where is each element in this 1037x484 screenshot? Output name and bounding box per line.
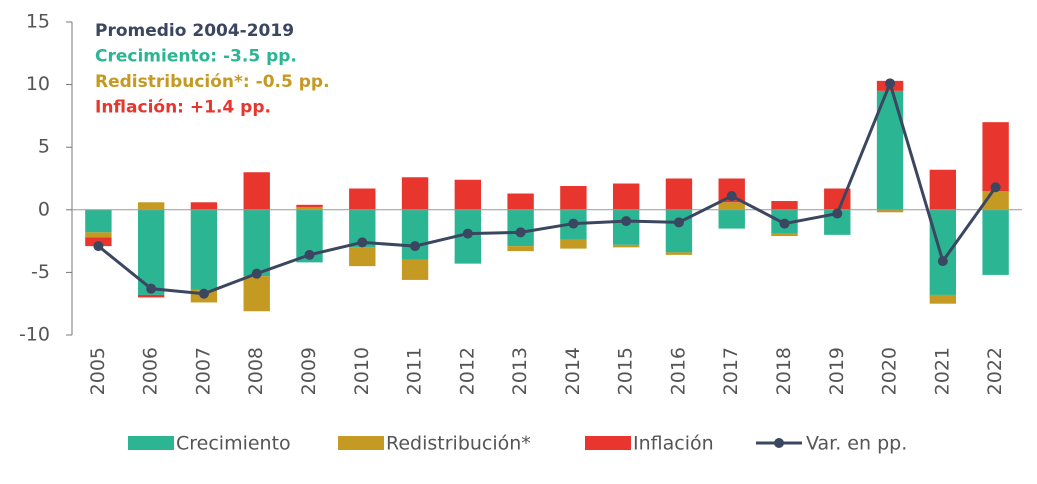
x-tick-label: 2021	[931, 347, 953, 395]
bar-segment	[243, 276, 270, 312]
line-point	[673, 217, 684, 228]
bar-segment	[876, 209, 904, 213]
bar-segment	[982, 209, 1009, 275]
bar-segment	[401, 259, 429, 280]
y-tick-label: -10	[19, 324, 50, 346]
y-tick-label: 5	[38, 136, 50, 158]
bar-segment	[401, 177, 429, 210]
annotation: Inflación: +1.4 pp.	[95, 98, 271, 118]
x-tick-label: 2012	[456, 347, 478, 395]
x-tick-label: 2006	[140, 347, 162, 395]
bar-segment	[454, 179, 482, 210]
y-tick-label: 0	[38, 198, 50, 220]
y-tick-label: 15	[26, 11, 50, 33]
line-point	[410, 241, 421, 252]
y-tick-label: -5	[31, 261, 50, 283]
line-point	[568, 218, 579, 229]
line-point	[146, 283, 157, 294]
x-tick-label: 2008	[245, 347, 267, 395]
x-tick-label: 2020	[879, 347, 901, 395]
bar-segment	[718, 178, 745, 203]
bar-segment	[982, 122, 1009, 192]
bar-segment	[296, 207, 323, 210]
x-tick-label: 2014	[562, 347, 584, 395]
line-point	[885, 78, 896, 89]
bar-segment	[929, 169, 957, 210]
bar-segment	[718, 209, 745, 229]
bar-segment	[771, 201, 798, 210]
x-tick-label: 2009	[298, 347, 320, 395]
bar-segment	[612, 183, 640, 210]
bar-segment	[296, 204, 323, 208]
line-point	[93, 241, 104, 252]
line-series	[97, 78, 997, 296]
bar-segment	[401, 209, 429, 260]
x-tick-label: 2010	[351, 347, 373, 395]
x-tick-label: 2013	[509, 347, 531, 395]
legend-label: Var. en pp.	[806, 433, 907, 455]
x-tick-label: 2016	[667, 347, 689, 395]
y-tick-label: 10	[26, 73, 50, 95]
bar-segment	[771, 233, 798, 237]
bar-segment	[560, 186, 587, 210]
legend-swatch	[585, 436, 631, 450]
legend-dot	[774, 438, 784, 448]
x-tick-label: 2018	[773, 347, 795, 395]
bar-segment	[243, 209, 270, 277]
legend-label: Inflación	[633, 433, 714, 455]
bar-segment	[349, 188, 376, 210]
line-point	[251, 268, 262, 279]
legend-label: Redistribución*	[386, 433, 531, 455]
line-point	[357, 237, 368, 248]
line-point	[779, 218, 790, 229]
x-tick-label: 2022	[984, 347, 1006, 395]
bar-segment	[85, 232, 112, 238]
bar-segment	[560, 239, 587, 249]
bar-segment	[929, 209, 957, 295]
legend-label: Crecimiento	[176, 433, 291, 455]
bar-segment	[137, 294, 165, 298]
bar-segment	[85, 209, 112, 233]
bar-segment	[137, 202, 165, 210]
x-tick-label: 2017	[720, 347, 742, 395]
legend-swatch	[338, 436, 384, 450]
bar-segment	[507, 246, 534, 252]
x-tick-label: 2015	[615, 347, 637, 395]
annotation: Crecimiento: -3.5 pp.	[95, 47, 297, 67]
line-point	[621, 216, 632, 227]
line-point	[832, 208, 843, 219]
bar-segment	[349, 247, 376, 267]
line-point	[515, 227, 526, 238]
line-point	[462, 228, 473, 239]
legend-swatch	[128, 436, 174, 450]
annotation: Redistribución*: -0.5 pp.	[95, 72, 330, 92]
x-tick-label: 2007	[192, 347, 214, 395]
bar-segment	[243, 172, 270, 210]
annotation: Promedio 2004-2019	[95, 21, 294, 41]
line-point	[304, 249, 315, 260]
bar-segment	[612, 209, 640, 245]
bar-segment	[718, 202, 745, 210]
bar-segment	[190, 202, 218, 210]
bar-segment	[665, 178, 693, 210]
bar-segment	[612, 244, 640, 248]
bar-segment	[665, 252, 693, 255]
line-point	[990, 182, 1001, 193]
line-point	[937, 256, 948, 267]
bar-segment	[190, 209, 218, 290]
x-tick-label: 2019	[826, 347, 848, 395]
bar-segment	[929, 294, 957, 304]
x-tick-label: 2011	[404, 347, 426, 395]
bar-segment	[507, 193, 534, 210]
line-point	[198, 288, 209, 299]
x-tick-label: 2005	[87, 347, 109, 395]
line-point	[726, 191, 737, 202]
